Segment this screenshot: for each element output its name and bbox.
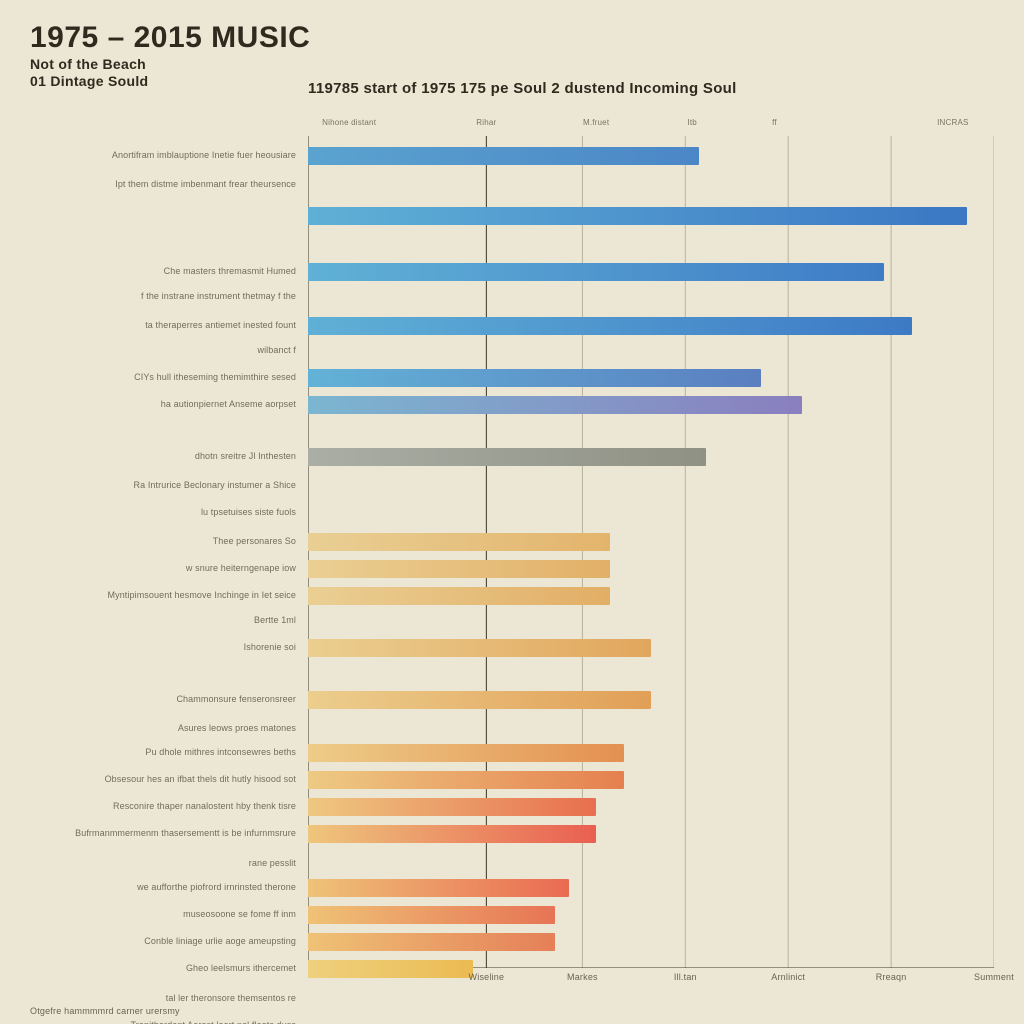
bar xyxy=(308,639,651,657)
bar xyxy=(308,207,967,225)
bar xyxy=(308,933,555,951)
y-axis-label: Myntipimsouent hesmove Inchinge in Iet s… xyxy=(31,591,296,600)
x-axis-tick: Ill.tan xyxy=(674,972,697,982)
y-axis-label: CIYs hull itheseming themimthire sesed xyxy=(31,373,296,382)
top-axis-tick: Itb xyxy=(687,118,697,127)
x-axis-tick: Arnlinict xyxy=(771,972,805,982)
y-axis-labels: Anortifram imblauptione Inetie fuer heou… xyxy=(30,136,300,968)
footer-caption: Otgefre hammmmrd carner urersmy xyxy=(30,1006,180,1016)
bar xyxy=(308,560,610,578)
y-axis-label: Thee personares So xyxy=(31,537,296,546)
bar xyxy=(308,263,884,281)
y-axis-label: museosoone se fome ff inm xyxy=(31,910,296,919)
bar xyxy=(308,369,761,387)
bar xyxy=(308,825,596,843)
y-axis-label: ha autionpiernet Anseme aorpset xyxy=(31,400,296,409)
x-axis-tick: Wiseline xyxy=(469,972,505,982)
y-axis-label: f the instrane instrument thetmay f the xyxy=(31,292,296,301)
y-axis-label: Bufrmanmmermenm thasersementt is be infu… xyxy=(31,829,296,838)
bar xyxy=(308,771,624,789)
y-axis-label: ta theraperres antiemet inested fount xyxy=(31,321,296,330)
top-axis-tick: Nihone distant xyxy=(322,118,376,127)
y-axis-label: we aufforthe piofrord irnrinsted therone xyxy=(31,883,296,892)
bar xyxy=(308,691,651,709)
page-title: 1975 – 2015 MUSIC xyxy=(30,22,990,54)
y-axis-label: Obsesour hes an ifbat thels dit hutly hi… xyxy=(31,775,296,784)
y-axis-label: Ra Intrurice Beclonary instumer a Shice xyxy=(31,481,296,490)
y-axis-label: tal ler theronsore themsentos re xyxy=(31,994,296,1003)
y-axis-label: Ipt them distme imbenmant frear theursen… xyxy=(31,180,296,189)
y-axis-label: w snure heiterngenape iow xyxy=(31,564,296,573)
top-axis-tick: INCRAS xyxy=(937,118,968,127)
y-axis-label: Resconire thaper nanalostent hby thenk t… xyxy=(31,802,296,811)
top-axis-tick: ff xyxy=(772,118,777,127)
y-axis-label: Asures leows proes matones xyxy=(31,724,296,733)
x-axis-labels: WiselineMarkesIll.tanArnlinictRreaqnSumm… xyxy=(308,972,994,992)
x-axis-tick: Summent xyxy=(974,972,1014,982)
y-axis-label: Che masters thremasmit Humed xyxy=(31,267,296,276)
header-block: 1975 – 2015 MUSIC Not of the Beach 01 Di… xyxy=(30,22,990,89)
y-axis-label: Conble liniage urlie aoge ameupsting xyxy=(31,937,296,946)
bar xyxy=(308,448,706,466)
top-axis-tick: Rihar xyxy=(476,118,496,127)
page-subtitle: Not of the Beach xyxy=(30,56,990,72)
y-axis-label: lu tpsetuises siste fuols xyxy=(31,508,296,517)
bar xyxy=(308,396,802,414)
top-axis-tick: M.fruet xyxy=(583,118,609,127)
y-axis-label: wilbanct f xyxy=(31,346,296,355)
bar xyxy=(308,744,624,762)
bars-layer xyxy=(308,136,994,968)
y-axis-label: Gheo leelsmurs ithercemet xyxy=(31,964,296,973)
chart-caption: 119785 start of 1975 175 pe Soul 2 duste… xyxy=(308,80,737,97)
bar xyxy=(308,906,555,924)
y-axis-label: Bertte 1ml xyxy=(31,616,296,625)
bar xyxy=(308,533,610,551)
y-axis-label: Ishorenie soi xyxy=(31,643,296,652)
bar xyxy=(308,147,699,165)
x-axis-tick: Rreaqn xyxy=(876,972,907,982)
y-axis-label: rane pesslit xyxy=(31,859,296,868)
chart-area: Nihone distant Rihar M.fruet Itb ff INCRAS An… xyxy=(30,118,994,970)
y-axis-label: Anortifram imblauptione Inetie fuer heou… xyxy=(31,151,296,160)
bar xyxy=(308,879,569,897)
y-axis-label: Pu dhole mithres intconsewres beths xyxy=(31,748,296,757)
top-axis-labels: Nihone distant Rihar M.fruet Itb ff INCRAS xyxy=(308,118,994,136)
bar xyxy=(308,317,912,335)
bar xyxy=(308,587,610,605)
y-axis-label: dhotn sreitre Jl Inthesten xyxy=(31,452,296,461)
x-axis-tick: Markes xyxy=(567,972,598,982)
bar xyxy=(308,798,596,816)
y-axis-label: Chammonsure fenseronsreer xyxy=(31,695,296,704)
